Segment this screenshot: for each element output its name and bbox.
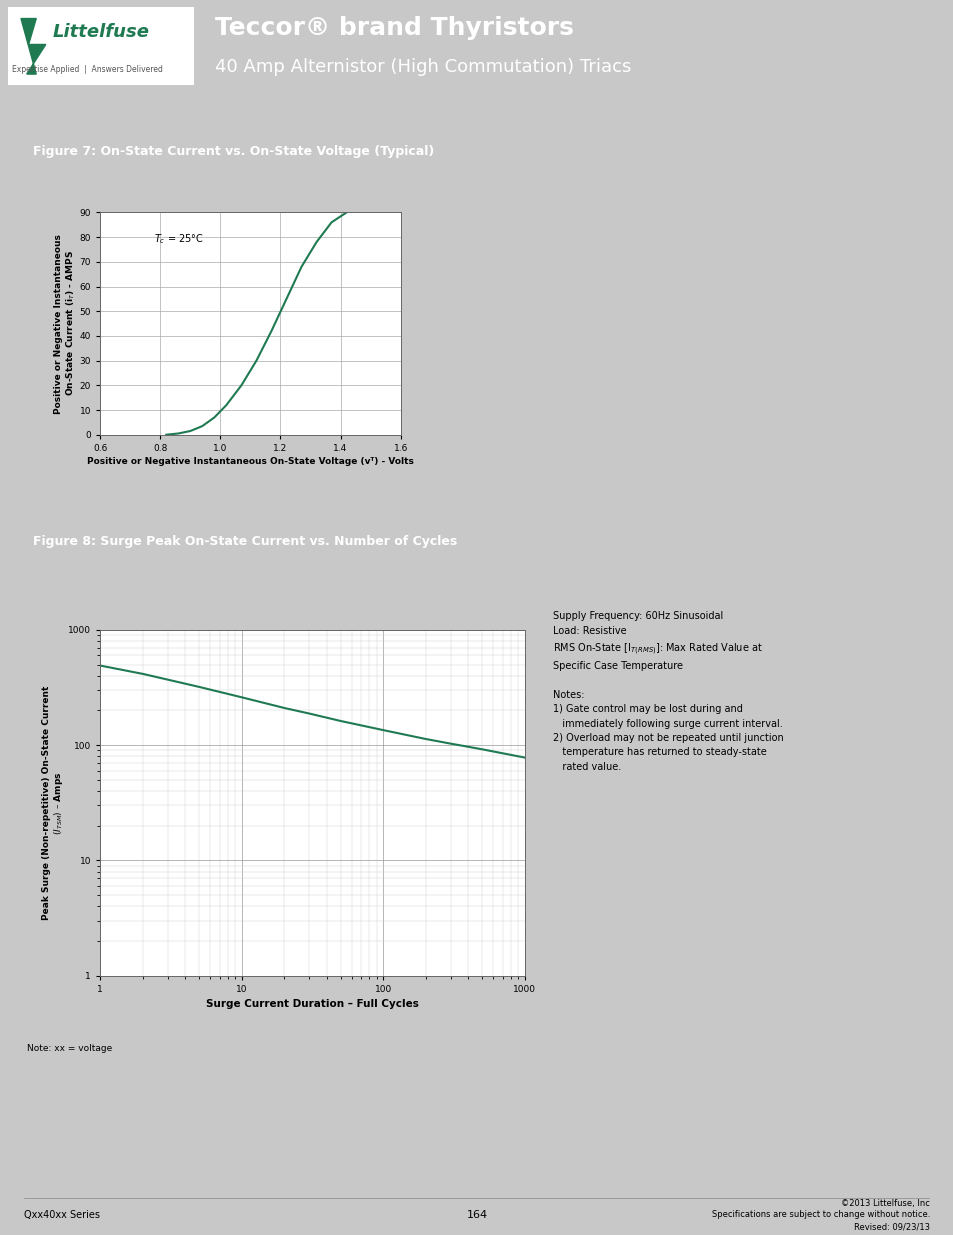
Text: Figure 7: On-State Current vs. On-State Voltage (Typical): Figure 7: On-State Current vs. On-State … — [32, 144, 434, 158]
Text: Teccor® brand Thyristors: Teccor® brand Thyristors — [214, 16, 573, 40]
Polygon shape — [21, 19, 46, 74]
Text: Littelfuse: Littelfuse — [52, 23, 150, 42]
Bar — [8, 7, 193, 85]
Text: Supply Frequency: 60Hz Sinusoidal
Load: Resistive
RMS On-State [I$_{T(RMS)}$]: M: Supply Frequency: 60Hz Sinusoidal Load: … — [553, 611, 782, 772]
Text: Qxx40xx Series: Qxx40xx Series — [24, 1210, 100, 1220]
Text: ©2013 Littelfuse, Inc
Specifications are subject to change without notice.
Revis: ©2013 Littelfuse, Inc Specifications are… — [711, 1199, 929, 1231]
X-axis label: Positive or Negative Instantaneous On-State Voltage (vᵀ) - Volts: Positive or Negative Instantaneous On-St… — [87, 457, 414, 466]
Text: $T_c$ = 25°C: $T_c$ = 25°C — [154, 232, 204, 246]
X-axis label: Surge Current Duration – Full Cycles: Surge Current Duration – Full Cycles — [206, 999, 418, 1009]
Text: Expertise Applied  |  Answers Delivered: Expertise Applied | Answers Delivered — [12, 65, 163, 74]
Text: 164: 164 — [466, 1210, 487, 1220]
Y-axis label: Peak Surge (Non-repetitive) On-State Current
$(I_{TSM})$ – Amps: Peak Surge (Non-repetitive) On-State Cur… — [42, 685, 66, 920]
Text: 40 Amp Alternistor (High Commutation) Triacs: 40 Amp Alternistor (High Commutation) Tr… — [214, 58, 630, 75]
Y-axis label: Positive or Negative Instantaneous
On-State Current (i$_T$) - AMPS: Positive or Negative Instantaneous On-St… — [53, 233, 77, 414]
Text: Figure 8: Surge Peak On-State Current vs. Number of Cycles: Figure 8: Surge Peak On-State Current vs… — [32, 535, 456, 548]
Text: Note: xx = voltage: Note: xx = voltage — [27, 1044, 112, 1053]
